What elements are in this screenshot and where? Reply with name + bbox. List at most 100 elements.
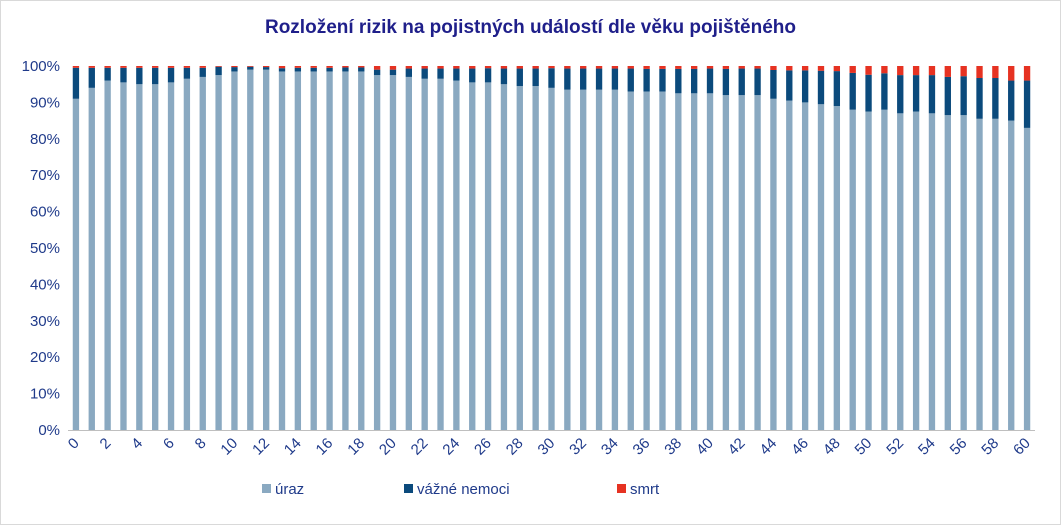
legend-item-uraz: úraz (262, 481, 304, 498)
bar-segment-smrt-31 (564, 66, 571, 69)
bar-segment-smrt-49 (849, 66, 856, 73)
bar-segment-smrt-1 (88, 66, 95, 68)
bar-segment-smrt-47 (817, 66, 825, 71)
bar-segment-uraz-3 (120, 82, 127, 430)
bar-segment-smrt-5 (152, 66, 159, 68)
bar-segment-uraz-50 (865, 111, 872, 430)
x-tick-label: 28 (503, 435, 527, 459)
bar-segment-uraz-22 (421, 78, 428, 431)
bar-segment-vazne-nemoci-14 (294, 67, 302, 72)
bar-segment-uraz-7 (183, 78, 191, 431)
bar-segment-uraz-21 (405, 76, 412, 431)
bar-segment-uraz-56 (960, 115, 967, 430)
bar-segment-uraz-19 (373, 75, 381, 430)
bar-segment-smrt-43 (754, 66, 761, 69)
x-tick-label: 6 (160, 435, 178, 453)
bar-segment-smrt-40 (706, 66, 714, 69)
bar-segment-uraz-59 (1008, 120, 1015, 430)
bar-segment-uraz-51 (881, 109, 888, 431)
bar-segment-uraz-55 (944, 115, 951, 430)
y-tick-label: 10% (30, 386, 60, 403)
bar-segment-vazne-nemoci-10 (231, 67, 238, 72)
bar-segment-uraz-44 (770, 98, 777, 430)
bar-segment-vazne-nemoci-15 (310, 67, 317, 72)
bar-segment-smrt-35 (627, 66, 634, 69)
bar-segment-uraz-31 (564, 89, 571, 430)
bar-segment-vazne-nemoci-58 (992, 78, 999, 119)
bar-segment-smrt-37 (659, 66, 666, 69)
bar-segment-vazne-nemoci-30 (548, 68, 555, 88)
x-axis: 0 2 4 6 8 10 12 14 16 18 20 22 24 26 28 30 32 34 36 38 40 42 4… (65, 430, 1035, 459)
x-tick-label: 26 (471, 435, 495, 459)
bar-segment-smrt-60 (1023, 66, 1031, 81)
y-tick-label: 60% (30, 204, 60, 221)
bar-segment-vazne-nemoci-0 (72, 67, 80, 99)
x-tick-label: 30 (535, 435, 559, 459)
bar-segment-smrt-41 (722, 66, 730, 69)
y-tick-label: 100% (22, 58, 60, 75)
x-tick-label: 4 (128, 435, 146, 453)
bar-segment-uraz-6 (167, 82, 175, 430)
x-tick-label: 42 (725, 435, 749, 459)
bar-segment-uraz-39 (691, 93, 698, 431)
bar-segment-uraz-0 (72, 98, 80, 430)
bar-segment-uraz-12 (262, 69, 270, 430)
legend-swatch-uraz (262, 484, 271, 493)
bar-segment-vazne-nemoci-34 (611, 68, 619, 90)
bar-segment-smrt-38 (675, 66, 682, 69)
legend-item-smrt: smrt (617, 481, 659, 498)
bar-segment-smrt-29 (532, 66, 539, 69)
bar-segment-vazne-nemoci-35 (627, 68, 634, 92)
bar-segment-vazne-nemoci-36 (643, 68, 650, 92)
bar-segment-uraz-38 (675, 93, 682, 431)
bar-segment-uraz-16 (326, 71, 333, 431)
bar-segment-smrt-16 (326, 66, 333, 68)
bar-segment-vazne-nemoci-33 (595, 68, 603, 90)
bar-segment-smrt-18 (358, 66, 365, 68)
bar-segment-uraz-26 (484, 82, 492, 430)
bar-segment-smrt-4 (136, 66, 143, 68)
bar-segment-vazne-nemoci-21 (405, 68, 412, 77)
bar-segment-vazne-nemoci-9 (215, 66, 222, 76)
bar-segment-vazne-nemoci-27 (500, 68, 508, 85)
y-tick-label: 70% (30, 167, 60, 184)
y-tick-label: 0% (38, 422, 60, 439)
y-tick-label: 20% (30, 349, 60, 366)
bar-segment-vazne-nemoci-12 (262, 67, 270, 70)
x-tick-label: 34 (598, 435, 622, 459)
bar-segment-vazne-nemoci-24 (453, 68, 460, 81)
bar-segment-vazne-nemoci-31 (564, 68, 571, 90)
bar-segment-vazne-nemoci-38 (675, 68, 682, 94)
x-tick-label: 12 (249, 435, 273, 459)
bar-segment-uraz-35 (627, 91, 634, 430)
bar-segment-uraz-54 (928, 113, 936, 430)
bar-segment-vazne-nemoci-4 (136, 67, 143, 85)
bar-segment-smrt-48 (833, 66, 841, 72)
bar-segment-smrt-27 (500, 66, 508, 69)
bar-segment-uraz-47 (817, 104, 825, 430)
bar-segment-uraz-37 (659, 91, 666, 430)
bar-segment-smrt-57 (976, 66, 983, 79)
y-tick-label: 40% (30, 276, 60, 293)
bar-segment-vazne-nemoci-25 (469, 68, 476, 83)
bar-segment-uraz-53 (912, 111, 920, 430)
bar-segment-vazne-nemoci-42 (738, 68, 745, 96)
bar-segment-uraz-11 (247, 69, 254, 430)
legend-label-smrt: smrt (630, 481, 660, 498)
bar-segment-vazne-nemoci-52 (897, 75, 904, 114)
bar-segment-smrt-0 (72, 66, 80, 68)
x-tick-label: 24 (439, 435, 463, 459)
bar-segment-vazne-nemoci-40 (706, 68, 714, 94)
bar-segment-uraz-58 (992, 118, 999, 430)
bar-segment-vazne-nemoci-60 (1023, 80, 1031, 128)
x-tick-label: 40 (693, 435, 717, 459)
x-tick-label: 50 (852, 435, 876, 459)
bar-segment-vazne-nemoci-51 (881, 73, 888, 110)
bar-segment-vazne-nemoci-59 (1008, 80, 1015, 121)
x-tick-label: 52 (883, 435, 907, 459)
bar-segment-smrt-58 (992, 66, 999, 79)
chart-title: Rozložení rizik na pojistných událostí d… (264, 17, 797, 38)
bar-segment-smrt-25 (469, 66, 476, 69)
bar-segment-vazne-nemoci-49 (849, 72, 856, 110)
bar-segment-uraz-8 (199, 76, 206, 431)
